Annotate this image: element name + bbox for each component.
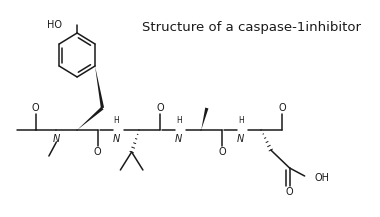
- Polygon shape: [201, 108, 209, 130]
- Polygon shape: [95, 66, 104, 108]
- Text: N: N: [53, 134, 60, 144]
- Text: O: O: [156, 103, 164, 113]
- Text: Structure of a caspase-1inhibitor: Structure of a caspase-1inhibitor: [142, 21, 361, 35]
- Text: N: N: [175, 134, 182, 144]
- Text: H: H: [114, 116, 119, 125]
- Text: N: N: [237, 134, 244, 144]
- Text: H: H: [238, 116, 244, 125]
- Text: H: H: [176, 116, 182, 125]
- Text: O: O: [278, 103, 286, 113]
- Text: HO: HO: [47, 20, 62, 30]
- Text: OH: OH: [314, 173, 329, 183]
- Text: O: O: [94, 147, 101, 157]
- Text: N: N: [113, 134, 120, 144]
- Polygon shape: [77, 107, 103, 130]
- Text: O: O: [286, 187, 293, 197]
- Text: O: O: [218, 147, 226, 157]
- Text: O: O: [32, 103, 40, 113]
